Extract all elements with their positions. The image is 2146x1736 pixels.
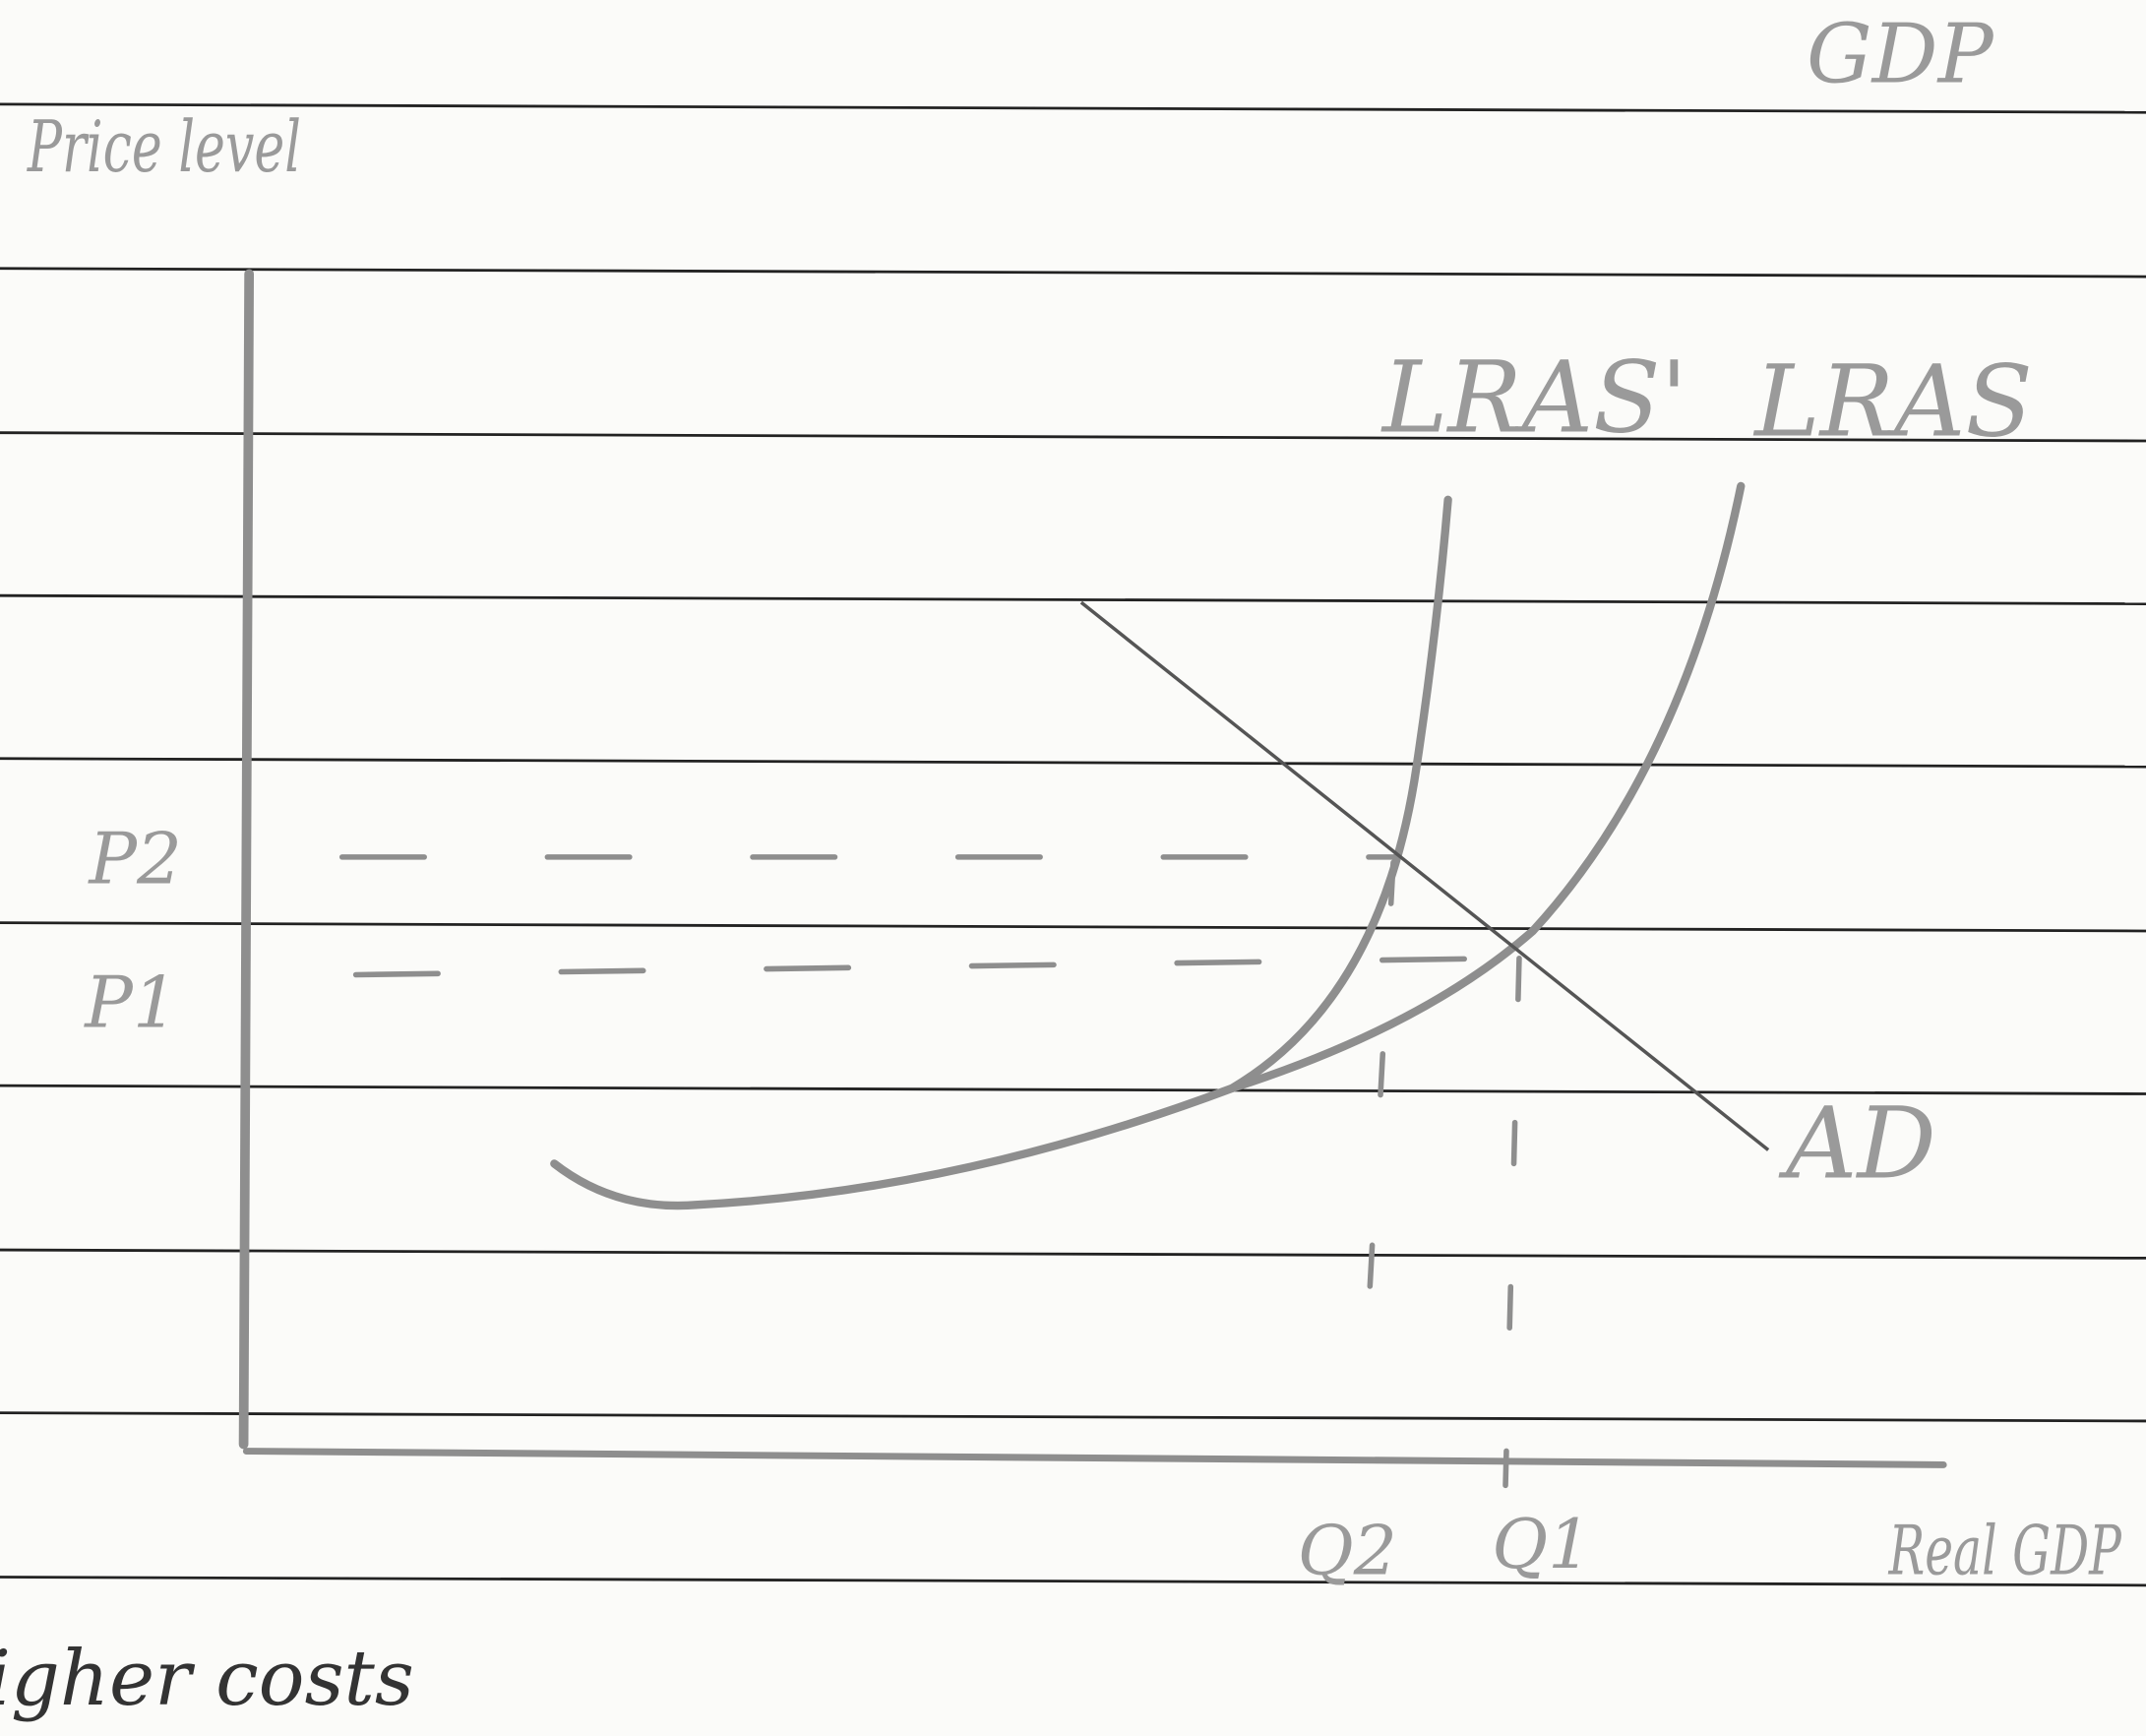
lras-label: LRAS <box>1752 343 2033 459</box>
y-axis-label: Price level <box>26 106 301 189</box>
diagram: Price level GDP LRAS' LRAS AD P2 P1 Q2 Q… <box>0 0 2146 1736</box>
q1-label: Q1 <box>1492 1505 1591 1584</box>
x-axis-label: Real GDP <box>1887 1512 2122 1591</box>
top-right-label: GDP <box>1807 7 1995 102</box>
page: Hand-drawn LRAS / AD diagram {"labels": … <box>0 0 2146 1736</box>
p2-label: P2 <box>87 818 182 900</box>
lras-shifted-label: LRAS' <box>1380 340 1687 455</box>
q2-label: Q2 <box>1298 1512 1397 1591</box>
y-axis <box>244 274 250 1444</box>
note-text: igher costs <box>0 1635 414 1723</box>
body: Price level GDP LRAS' LRAS AD P2 P1 Q2 Q… <box>0 0 2146 1736</box>
paper <box>0 0 2146 1736</box>
p1-label: P1 <box>83 961 178 1044</box>
ad-label: AD <box>1778 1085 1936 1201</box>
